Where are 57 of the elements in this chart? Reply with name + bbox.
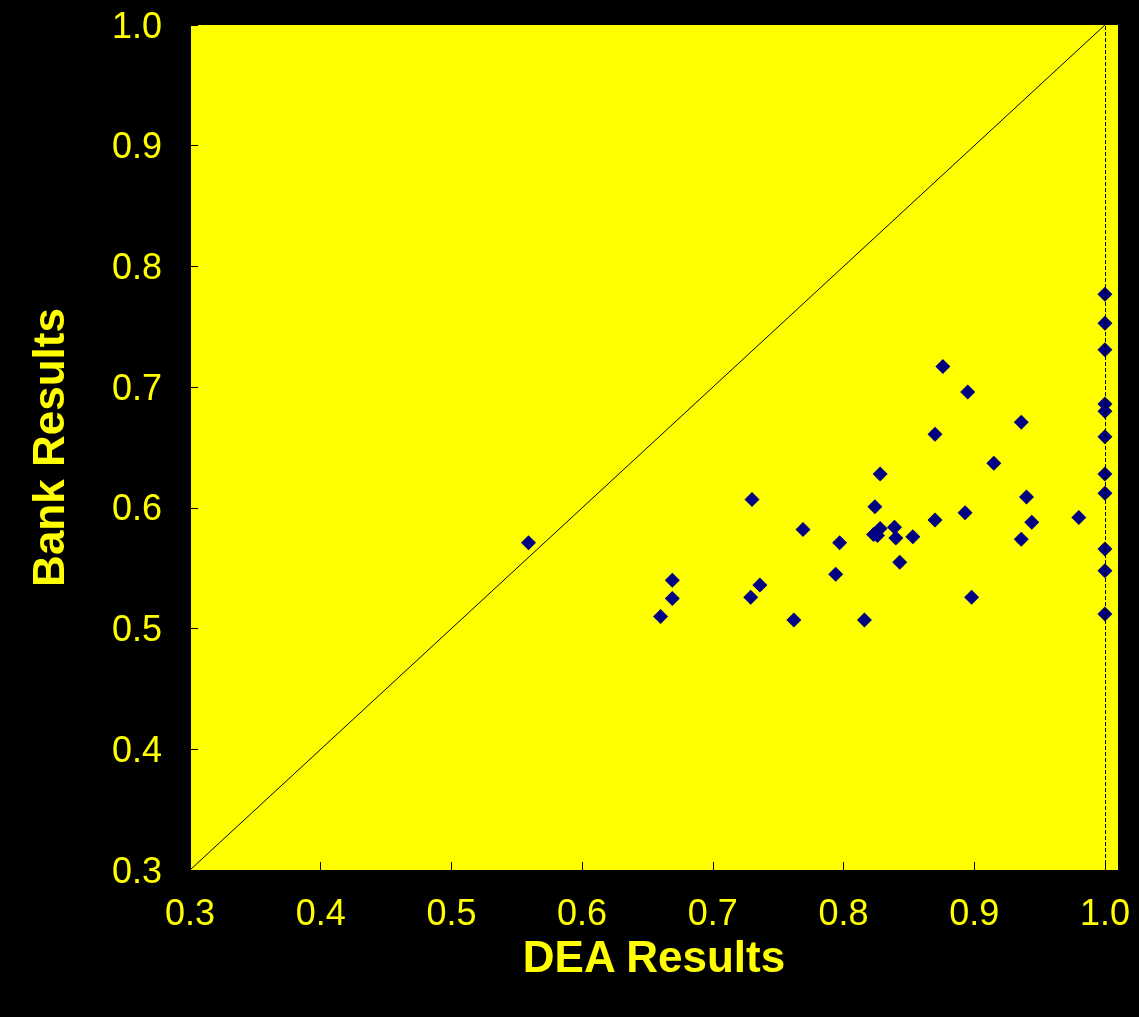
x-tick-label: 0.7 bbox=[687, 891, 738, 933]
point bbox=[1097, 315, 1113, 331]
point bbox=[744, 491, 760, 507]
point bbox=[867, 499, 883, 515]
point bbox=[752, 577, 768, 593]
x-tick-label: 0.4 bbox=[295, 891, 346, 933]
point bbox=[872, 466, 888, 482]
point bbox=[1024, 514, 1040, 530]
point bbox=[1013, 531, 1029, 547]
point bbox=[1097, 606, 1113, 622]
point bbox=[795, 522, 811, 538]
y-tick-label: 0.9 bbox=[111, 125, 162, 167]
point bbox=[664, 572, 680, 588]
point bbox=[1013, 414, 1029, 430]
point bbox=[743, 589, 759, 605]
point bbox=[1071, 510, 1087, 526]
point bbox=[521, 535, 537, 551]
y-tick-label: 0.4 bbox=[111, 728, 162, 770]
point bbox=[832, 535, 848, 551]
point bbox=[1097, 342, 1113, 358]
point bbox=[1097, 429, 1113, 445]
point bbox=[887, 519, 902, 535]
point bbox=[1097, 485, 1113, 501]
point bbox=[960, 384, 976, 400]
point bbox=[935, 359, 951, 375]
x-tick-label: 0.3 bbox=[164, 891, 216, 933]
point bbox=[786, 612, 802, 628]
y-tick-label: 1.0 bbox=[111, 4, 162, 46]
point bbox=[905, 529, 921, 545]
point bbox=[1019, 489, 1035, 505]
y-tick-label: 0.7 bbox=[111, 366, 162, 408]
x-axis-title: DEA Results bbox=[522, 932, 786, 982]
x-tick-label: 1.0 bbox=[1079, 891, 1130, 933]
point bbox=[1097, 286, 1113, 302]
point bbox=[828, 566, 844, 582]
y-tick-label: 0.5 bbox=[111, 608, 162, 650]
point bbox=[888, 530, 904, 546]
x-tick-label: 0.5 bbox=[426, 891, 477, 933]
y-tick-label: 0.8 bbox=[111, 245, 162, 287]
point bbox=[964, 589, 980, 605]
y-tick-label: 0.3 bbox=[111, 849, 162, 891]
point bbox=[927, 426, 943, 442]
point bbox=[653, 609, 669, 624]
point bbox=[927, 512, 943, 528]
point bbox=[986, 455, 1002, 471]
point bbox=[957, 505, 973, 521]
point bbox=[1097, 466, 1113, 482]
point bbox=[856, 612, 872, 628]
point bbox=[1097, 541, 1113, 557]
point bbox=[1097, 563, 1113, 579]
y-axis-title: Bank Results bbox=[23, 308, 73, 587]
x-tick-label: 0.6 bbox=[557, 891, 608, 933]
point bbox=[892, 554, 908, 570]
point bbox=[664, 590, 680, 606]
y-tick-label: 0.6 bbox=[111, 487, 162, 529]
x-tick-label: 0.8 bbox=[818, 891, 869, 933]
x-tick-label: 0.9 bbox=[949, 891, 1000, 933]
